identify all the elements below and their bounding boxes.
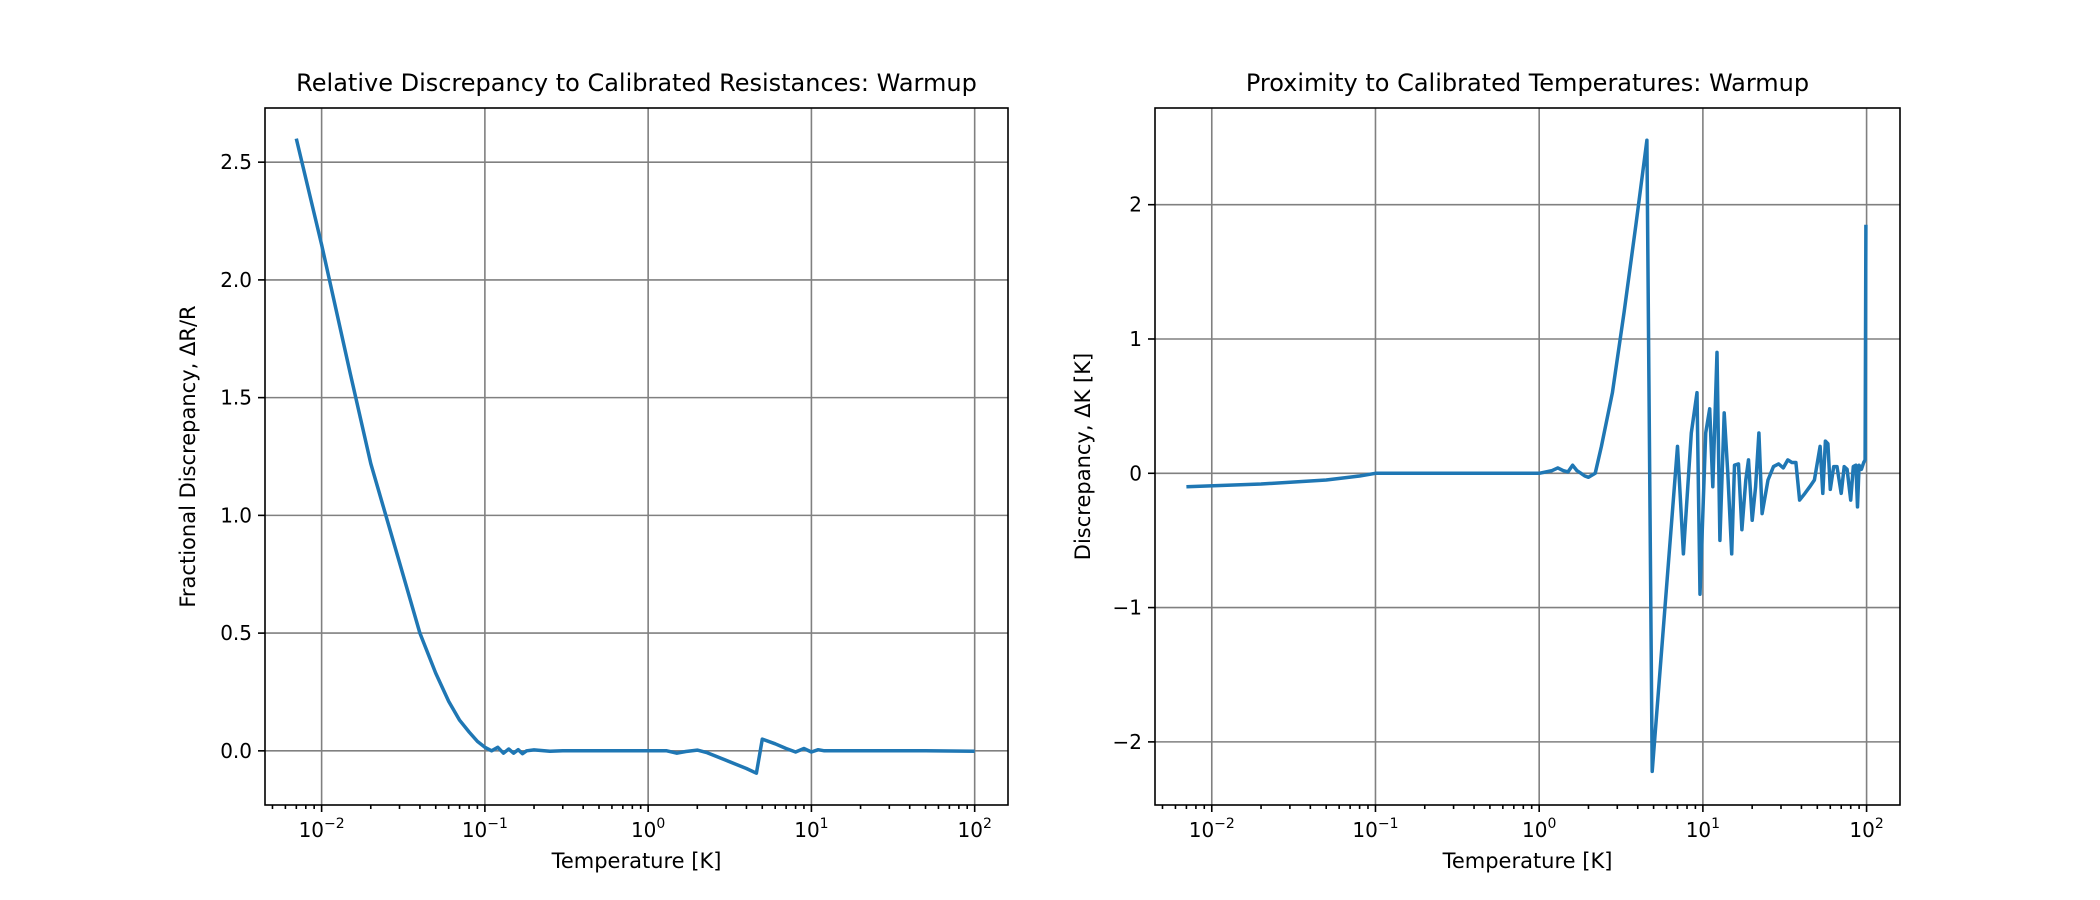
- x-tick-label: 102: [957, 816, 991, 842]
- x-tick-label: 100: [1522, 816, 1556, 842]
- x-tick-label: 101: [1686, 816, 1720, 842]
- data-series-line: [1186, 138, 1868, 774]
- y-tick-label: 2.0: [220, 268, 252, 292]
- y-tick-label: 0.5: [220, 621, 252, 645]
- y-axis-label: Fractional Discrepancy, ΔR/R: [176, 305, 200, 607]
- y-tick-label: 0.0: [220, 739, 252, 763]
- x-tick-label: 10−2: [299, 816, 345, 842]
- y-tick-label: 1: [1129, 327, 1142, 351]
- chart-title: Relative Discrepancy to Calibrated Resis…: [296, 69, 977, 97]
- temperature-proximity-panel: 10−2 10−1 100 101 102 −2 −1 0 1 2 Proximity to Ca…: [1071, 69, 1901, 873]
- x-tick-label: 101: [794, 816, 828, 842]
- plot-frame: [264, 107, 1009, 806]
- y-tick-label: −2: [1113, 730, 1142, 754]
- y-axis-label: Discrepancy, ΔK [K]: [1071, 353, 1095, 560]
- y-tick-label: 1.5: [220, 386, 252, 410]
- data-series-line: [294, 138, 975, 775]
- y-tick-label: −1: [1113, 596, 1142, 620]
- plot-frame: [1154, 107, 1901, 806]
- x-axis-label: Temperature [K]: [1442, 849, 1613, 873]
- x-tick-label: 102: [1849, 816, 1883, 842]
- y-tick-label: 2.5: [220, 150, 252, 174]
- resistance-discrepancy-panel: 10−2 10−1 100 101 102 0.0 0.5 1.0 1.5 2.0 2.5 Rela…: [176, 69, 1009, 873]
- x-tick-label: 10−2: [1189, 816, 1235, 842]
- y-tick-label: 0: [1129, 461, 1142, 485]
- chart-title: Proximity to Calibrated Temperatures: Wa…: [1246, 69, 1809, 97]
- x-tick-label: 10−1: [1352, 816, 1398, 842]
- x-tick-label: 10−1: [462, 816, 508, 842]
- y-tick-label: 2: [1129, 193, 1142, 217]
- x-axis-label: Temperature [K]: [551, 849, 722, 873]
- y-tick-label: 1.0: [220, 503, 252, 527]
- x-tick-label: 100: [631, 816, 665, 842]
